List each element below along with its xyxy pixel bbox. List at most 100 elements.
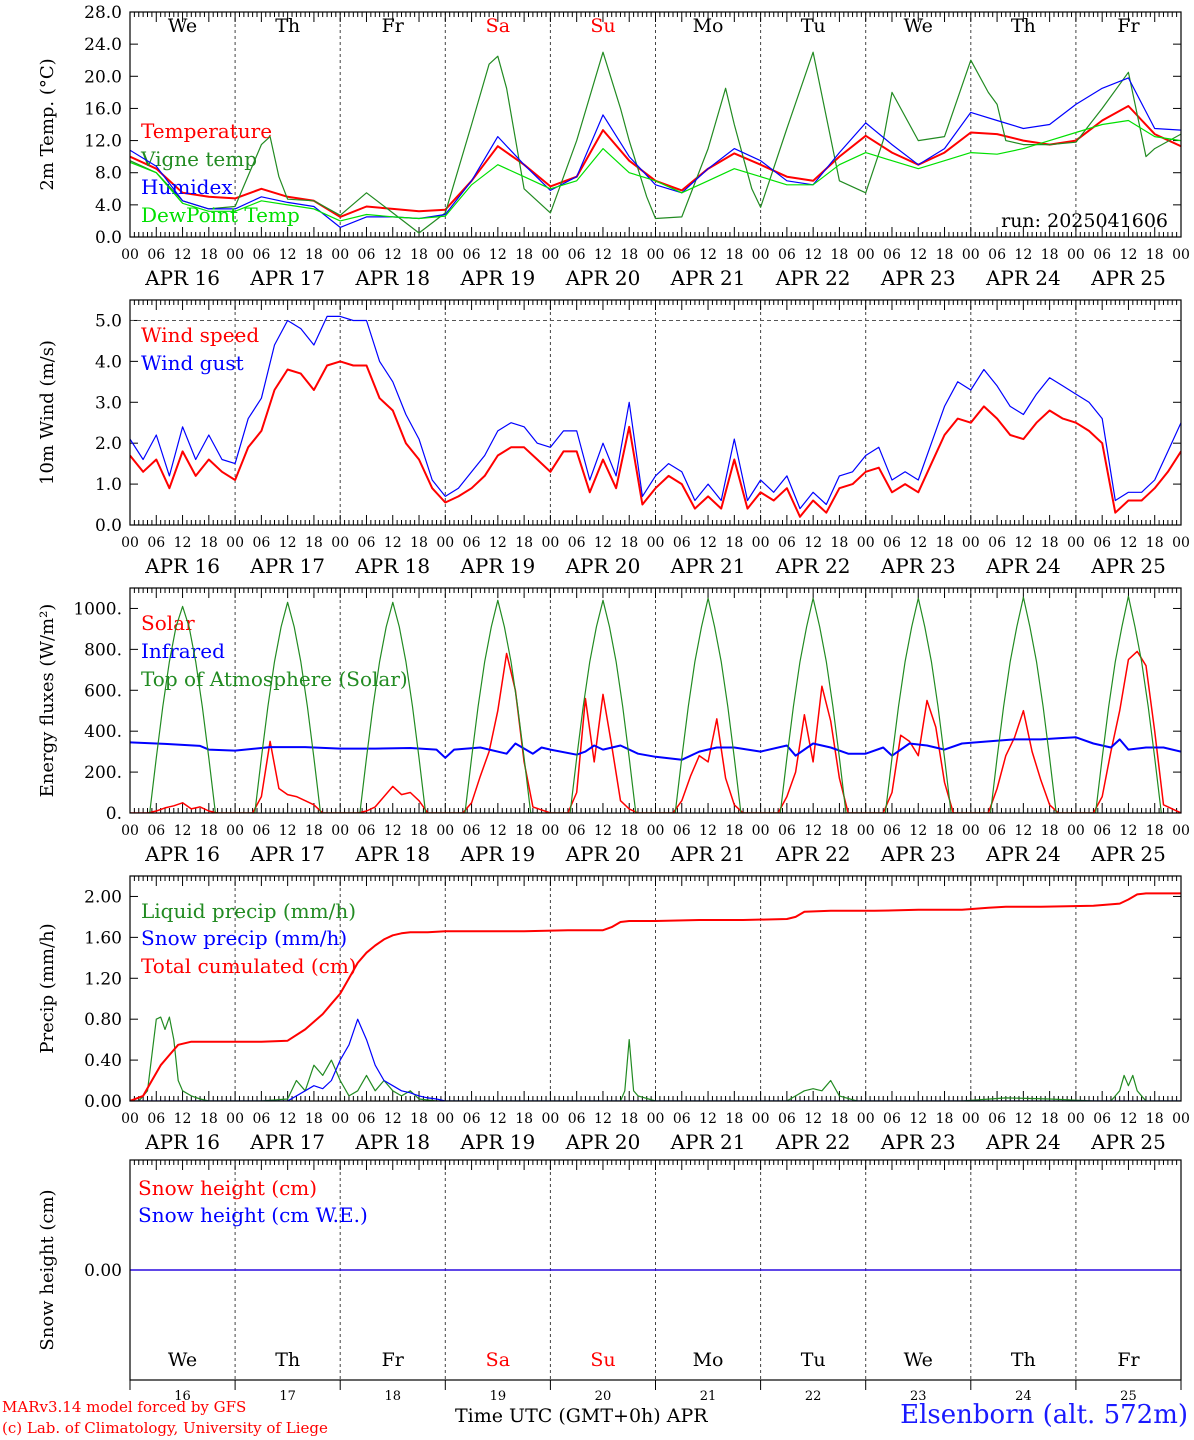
x-hour-label: 06 [252, 247, 270, 263]
x-hour-label: 06 [463, 1111, 481, 1127]
series-total-cumulated-cm- [130, 892, 1181, 1101]
y-tick-label: 1.20 [84, 969, 122, 989]
x-hour-label: 06 [568, 535, 586, 551]
weekday-label: Th [1011, 1349, 1036, 1371]
x-hour-label: 12 [174, 1111, 192, 1127]
x-hour-label: 12 [1120, 247, 1138, 263]
y-tick-label: 24.0 [84, 35, 122, 55]
x-hour-label: 12 [279, 247, 297, 263]
y-tick-label: 12.0 [84, 132, 122, 152]
x-hour-label: 06 [252, 823, 270, 839]
x-hour-label: 00 [121, 535, 139, 551]
legend-entry: Vigne temp [140, 147, 257, 171]
x-hour-label: 00 [121, 247, 139, 263]
x-hour-label: 00 [1067, 1111, 1085, 1127]
x-hour-label: 18 [1146, 247, 1164, 263]
y-tick-label: 16.0 [84, 99, 122, 119]
x-hour-label: 00 [226, 535, 244, 551]
x-hour-label: 06 [778, 535, 796, 551]
panel-4: 0.00 0.40 0.80 1.20 1.60 2.00 Precip (mm/h) Liq… [37, 875, 1190, 1154]
x-date-label: APR 25 [1090, 842, 1166, 866]
x-hour-label: 00 [436, 1111, 454, 1127]
y-tick-label: 0. [106, 804, 122, 824]
x-hour-label: 06 [358, 535, 376, 551]
x-hour-label: 00 [752, 823, 770, 839]
x-hour-label: 00 [541, 823, 559, 839]
x-hour-label: 00 [436, 535, 454, 551]
x-hour-label: 12 [594, 1111, 612, 1127]
x-hour-label: 12 [1014, 247, 1032, 263]
legend-entry: Snow height (cm W.E.) [138, 1203, 368, 1227]
x-date-label: APR 18 [354, 554, 430, 578]
x-hour-label: 00 [647, 535, 665, 551]
x-hour-label: 12 [699, 535, 717, 551]
x-hour-label: 00 [541, 535, 559, 551]
x-hour-label: 12 [909, 247, 927, 263]
panel-5: 0.00 Snow height (cm) Snow height (cm) Snow… [37, 1159, 1182, 1400]
x-hour-label: 18 [725, 1111, 743, 1127]
y-tick-label: 20.0 [84, 67, 122, 87]
weekday-label: Sa [486, 1349, 510, 1371]
x-hour-label: 06 [883, 535, 901, 551]
x-date-label: APR 18 [354, 266, 430, 290]
legend-entry: DewPoint Temp [141, 203, 300, 227]
x-hour-label: 06 [147, 247, 165, 263]
x-hour-label: 12 [804, 247, 822, 263]
panel-1: 0.0 4.0 8.0 12.0 16.0 20.0 24.0 28.0 2m Temp. (°… [37, 3, 1190, 290]
x-hour-label: 00 [436, 823, 454, 839]
x-hour-label: 06 [147, 535, 165, 551]
x-hour-label: 18 [936, 247, 954, 263]
y-tick-label: 28.0 [84, 3, 122, 23]
x-hour-label: 12 [174, 535, 192, 551]
x-hour-label: 18 [1146, 535, 1164, 551]
x-hour-label: 12 [489, 823, 507, 839]
x-date-label: APR 19 [459, 842, 535, 866]
x-hour-label: 00 [121, 1111, 139, 1127]
x-date-label: APR 21 [670, 266, 746, 290]
plot-frame [129, 875, 1182, 1102]
x-hour-label: 00 [647, 247, 665, 263]
x-hour-label: 12 [1014, 1111, 1032, 1127]
x-hour-label: 00 [1067, 823, 1085, 839]
x-hour-label: 12 [174, 823, 192, 839]
x-hour-label: 06 [883, 823, 901, 839]
x-hour-label: 18 [515, 247, 533, 263]
x-hour-label: 06 [988, 823, 1006, 839]
series-wind-speed [130, 360, 1181, 518]
x-day-number: 17 [279, 1389, 296, 1400]
x-hour-label: 12 [804, 535, 822, 551]
y-tick-label: 0.0 [95, 516, 122, 536]
x-hour-label: 06 [463, 247, 481, 263]
x-hour-label: 12 [489, 535, 507, 551]
y-tick-label: 1.60 [84, 928, 122, 948]
y-axis-label: Snow height (cm) [37, 1189, 58, 1350]
x-hour-label: 00 [857, 535, 875, 551]
x-hour-label: 00 [1172, 1111, 1190, 1127]
legend-entry: Snow height (cm) [138, 1176, 317, 1200]
weekday-label: Fr [382, 15, 405, 37]
x-date-label: APR 16 [144, 1130, 220, 1154]
x-hour-label: 06 [988, 247, 1006, 263]
x-day-number: 24 [1015, 1389, 1032, 1400]
x-date-label: APR 20 [565, 842, 641, 866]
x-hour-label: 18 [831, 823, 849, 839]
x-date-label: APR 18 [354, 1130, 430, 1154]
x-hour-label: 06 [463, 823, 481, 839]
x-hour-label: 06 [358, 247, 376, 263]
weekday-label: Su [590, 1349, 615, 1371]
x-date-label: APR 25 [1090, 1130, 1166, 1154]
x-hour-label: 00 [857, 247, 875, 263]
x-hour-label: 12 [909, 1111, 927, 1127]
weekday-label: Mo [693, 15, 724, 37]
x-hour-label: 06 [463, 535, 481, 551]
x-hour-label: 00 [541, 1111, 559, 1127]
y-tick-label: 0.40 [84, 1051, 122, 1071]
x-hour-label: 12 [489, 1111, 507, 1127]
x-hour-label: 18 [620, 1111, 638, 1127]
x-date-label: APR 18 [354, 842, 430, 866]
y-tick-label: 0.00 [84, 1261, 122, 1281]
series-dewpoint-temp [130, 119, 1181, 222]
y-tick-label: 1000. [73, 599, 122, 619]
x-hour-label: 18 [305, 535, 323, 551]
x-hour-label: 18 [1041, 535, 1059, 551]
